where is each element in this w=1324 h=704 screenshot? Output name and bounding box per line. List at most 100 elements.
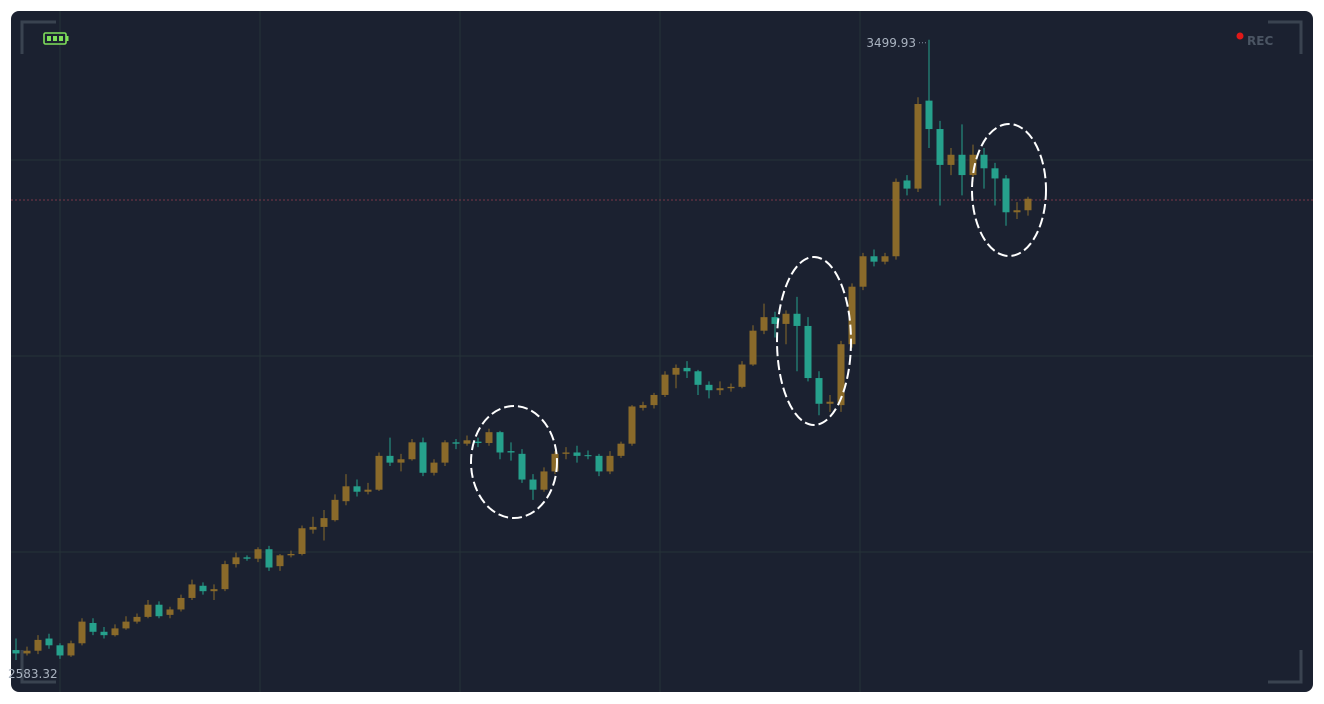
candle-body <box>694 371 702 385</box>
chart-panel <box>11 11 1313 692</box>
candle-body <box>221 564 229 590</box>
candle-body <box>364 489 372 492</box>
candle-body <box>111 628 119 636</box>
candle-body <box>331 499 339 521</box>
candle-body <box>639 405 647 408</box>
candle-body <box>34 639 42 651</box>
candle-body <box>529 479 537 490</box>
candle-body <box>749 330 757 365</box>
candle-body <box>837 344 845 406</box>
candle-body <box>848 286 856 345</box>
candle-body <box>474 441 482 444</box>
candle-body <box>254 549 262 559</box>
candle-body <box>56 645 64 656</box>
candle-body <box>782 313 790 324</box>
candle-body <box>419 442 427 473</box>
candle-body <box>573 452 581 456</box>
candle-body <box>78 621 86 644</box>
candle-body <box>518 453 526 480</box>
candle-body <box>45 638 53 646</box>
candle-body <box>650 394 658 406</box>
candle-body <box>595 455 603 472</box>
candle-body <box>925 100 933 130</box>
candle-body <box>683 367 691 372</box>
candle-body <box>980 154 988 169</box>
candle-body <box>188 584 196 598</box>
candle-body <box>408 442 416 460</box>
candle-body <box>936 129 944 165</box>
candle-body <box>144 604 152 617</box>
candle-body <box>793 313 801 326</box>
candle-body <box>661 374 669 395</box>
candle-body <box>958 154 966 176</box>
candle-body <box>199 585 207 592</box>
chart-layer <box>11 11 1313 692</box>
candle-body <box>342 486 350 502</box>
candle-body <box>287 553 295 556</box>
candle-body <box>430 462 438 473</box>
candle-body <box>232 557 240 565</box>
candle-body <box>485 432 493 444</box>
candle-body <box>1013 210 1021 213</box>
candle-body <box>551 453 559 472</box>
candle-body <box>914 104 922 189</box>
candle-body <box>628 406 636 444</box>
candle-body <box>1024 198 1032 211</box>
frame-corners <box>20 20 1303 684</box>
candle-body <box>177 597 185 610</box>
rec-label: REC <box>1247 34 1273 48</box>
highlight-circle <box>776 256 852 426</box>
candle-body <box>804 325 812 379</box>
candle-body <box>507 451 515 453</box>
candle-body <box>727 386 735 389</box>
candle-body <box>771 317 779 324</box>
candle-body <box>826 401 834 404</box>
candle-body <box>1002 178 1010 213</box>
candle-body <box>716 388 724 391</box>
battery-icon <box>43 32 69 45</box>
candle-body <box>947 154 955 165</box>
candle-body <box>386 455 394 463</box>
highlight-circle <box>971 123 1047 257</box>
candle-body <box>100 631 108 636</box>
candle-body <box>463 440 471 444</box>
candle-body <box>397 459 405 463</box>
candle-body <box>584 455 592 457</box>
candle-body <box>738 364 746 387</box>
candle-body <box>815 378 823 404</box>
candle-body <box>859 256 867 287</box>
candle-body <box>12 650 20 654</box>
highlights <box>470 123 1047 519</box>
candle-body <box>672 367 680 375</box>
candle-body <box>562 452 570 454</box>
candle-body <box>903 180 911 189</box>
candle-body <box>617 443 625 456</box>
candle-body <box>210 589 218 592</box>
corner <box>1268 650 1303 684</box>
candle-body <box>89 622 97 632</box>
corner <box>20 20 56 54</box>
candle-body <box>870 256 878 262</box>
rec-dot <box>1236 32 1244 40</box>
candle-body <box>969 154 977 176</box>
candle-body <box>375 455 383 490</box>
highlight-circle <box>470 405 558 519</box>
candle-body <box>452 442 460 444</box>
candle-body <box>67 643 75 656</box>
candle-body <box>298 528 306 554</box>
candle-body <box>892 181 900 257</box>
candle-body <box>166 609 174 615</box>
grid <box>11 11 1313 692</box>
candle-body <box>991 168 999 179</box>
candle-body <box>441 442 449 463</box>
candle-body <box>540 471 548 490</box>
low-price-label: 2583.32 <box>8 667 58 681</box>
corner <box>20 650 56 684</box>
candle-body <box>496 432 504 453</box>
candle-body <box>23 650 31 654</box>
candle-body <box>353 486 361 492</box>
candle-body <box>155 604 163 617</box>
candle-body <box>243 557 251 559</box>
